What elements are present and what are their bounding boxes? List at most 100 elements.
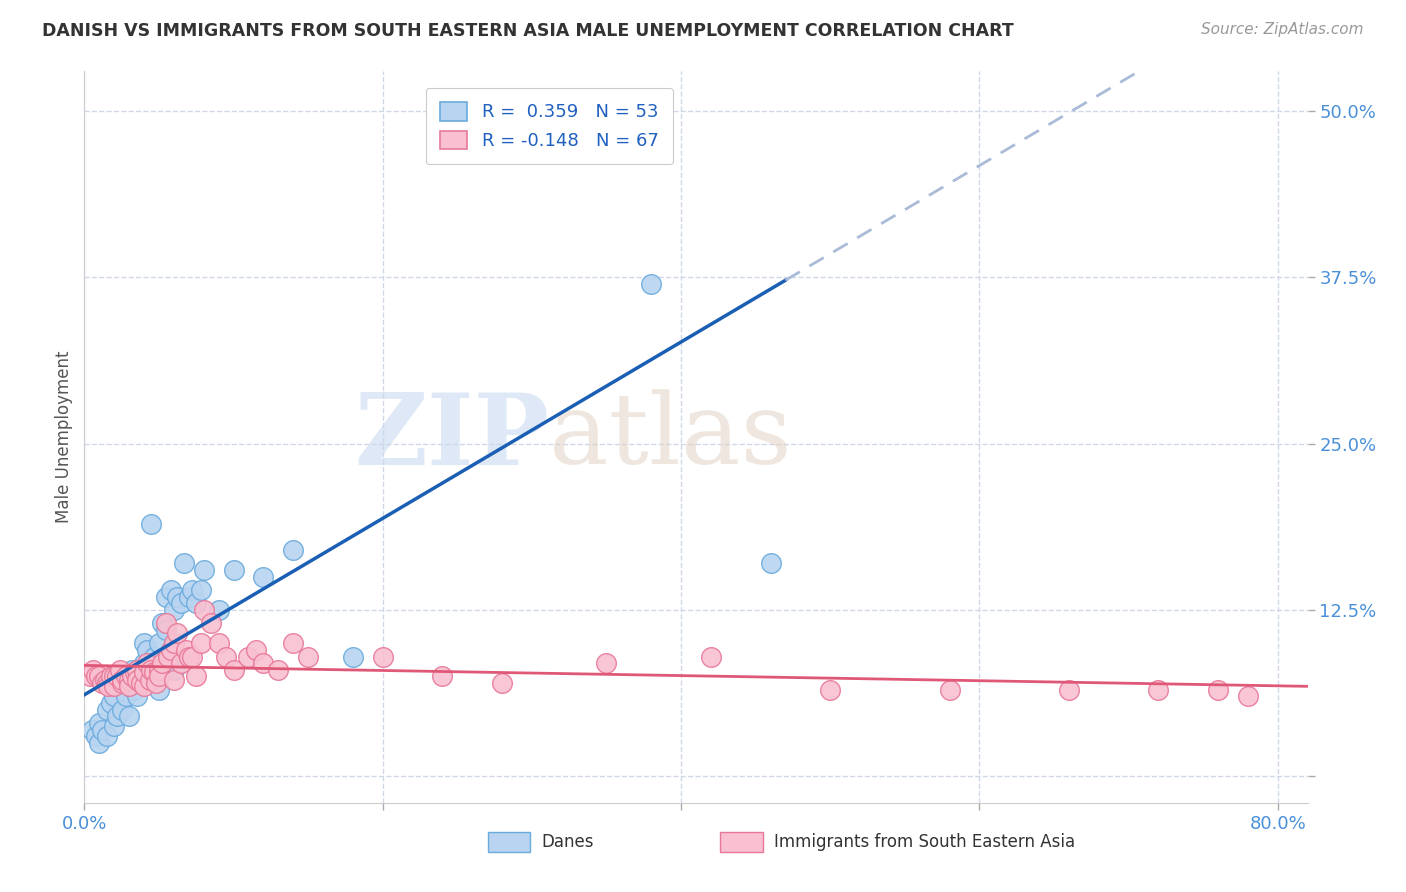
Point bbox=[166, 590, 188, 604]
Point bbox=[1206, 682, 1229, 697]
Point bbox=[371, 649, 394, 664]
Point bbox=[118, 673, 141, 688]
Point bbox=[156, 649, 179, 664]
Point bbox=[84, 729, 107, 743]
Point bbox=[432, 669, 454, 683]
Point bbox=[160, 643, 183, 657]
Point bbox=[100, 696, 122, 710]
Point bbox=[132, 636, 155, 650]
Point bbox=[174, 643, 197, 657]
Point bbox=[155, 623, 177, 637]
Point bbox=[595, 656, 617, 670]
Point bbox=[163, 603, 186, 617]
Point bbox=[252, 656, 274, 670]
Point bbox=[115, 669, 138, 683]
Point bbox=[207, 636, 229, 650]
Point bbox=[148, 669, 170, 683]
Point bbox=[150, 656, 173, 670]
Point bbox=[222, 663, 245, 677]
Point bbox=[103, 669, 125, 683]
Point bbox=[155, 590, 177, 604]
Point bbox=[100, 669, 122, 683]
Point bbox=[180, 582, 202, 597]
Point bbox=[129, 669, 152, 683]
Point bbox=[136, 656, 159, 670]
Point bbox=[143, 665, 166, 680]
Point bbox=[80, 723, 103, 737]
Point bbox=[190, 582, 212, 597]
Point bbox=[96, 729, 118, 743]
Point bbox=[132, 679, 155, 693]
Point bbox=[166, 625, 188, 640]
Point bbox=[124, 665, 146, 680]
Point bbox=[283, 636, 305, 650]
Point bbox=[103, 690, 125, 704]
Point bbox=[1057, 682, 1080, 697]
Point bbox=[432, 104, 454, 119]
Point bbox=[118, 709, 141, 723]
Point bbox=[193, 603, 215, 617]
Text: ZIP: ZIP bbox=[354, 389, 550, 485]
Point bbox=[148, 663, 170, 677]
Point bbox=[173, 557, 195, 571]
Point bbox=[97, 679, 120, 693]
Point bbox=[89, 736, 111, 750]
Point bbox=[938, 682, 960, 697]
Point bbox=[108, 663, 131, 677]
Text: atlas: atlas bbox=[550, 389, 792, 485]
Point bbox=[759, 557, 782, 571]
Point bbox=[139, 673, 162, 688]
Point bbox=[94, 673, 117, 688]
Point bbox=[163, 673, 186, 688]
Point bbox=[163, 663, 186, 677]
Point bbox=[180, 649, 202, 664]
Point bbox=[207, 603, 229, 617]
Point bbox=[190, 636, 212, 650]
Point bbox=[143, 649, 166, 664]
Point bbox=[96, 676, 118, 690]
Point bbox=[91, 723, 114, 737]
Point bbox=[129, 676, 152, 690]
Point bbox=[111, 703, 134, 717]
Point bbox=[132, 656, 155, 670]
Point bbox=[145, 676, 167, 690]
Y-axis label: Male Unemployment: Male Unemployment bbox=[55, 351, 73, 524]
Point bbox=[145, 669, 167, 683]
Point bbox=[125, 673, 148, 688]
Point bbox=[238, 649, 260, 664]
Point bbox=[125, 663, 148, 677]
Point bbox=[1147, 682, 1170, 697]
Point bbox=[155, 616, 177, 631]
Point bbox=[111, 676, 134, 690]
Text: Immigrants from South Eastern Asia: Immigrants from South Eastern Asia bbox=[773, 833, 1076, 851]
Point bbox=[297, 649, 319, 664]
Point bbox=[177, 590, 200, 604]
Point bbox=[125, 690, 148, 704]
Point bbox=[79, 669, 101, 683]
Point bbox=[283, 543, 305, 558]
Point bbox=[141, 663, 163, 677]
Text: Source: ZipAtlas.com: Source: ZipAtlas.com bbox=[1201, 22, 1364, 37]
Point bbox=[136, 643, 159, 657]
Point bbox=[267, 663, 290, 677]
Point bbox=[818, 682, 841, 697]
Point bbox=[91, 676, 114, 690]
Point bbox=[222, 563, 245, 577]
Point bbox=[89, 716, 111, 731]
Text: DANISH VS IMMIGRANTS FROM SOUTH EASTERN ASIA MALE UNEMPLOYMENT CORRELATION CHART: DANISH VS IMMIGRANTS FROM SOUTH EASTERN … bbox=[42, 22, 1014, 40]
Point bbox=[105, 709, 128, 723]
Point bbox=[118, 679, 141, 693]
Point bbox=[103, 679, 125, 693]
Point bbox=[84, 669, 107, 683]
Text: Danes: Danes bbox=[541, 833, 593, 851]
Point bbox=[132, 665, 155, 680]
Point bbox=[491, 676, 513, 690]
Point bbox=[125, 676, 148, 690]
Point bbox=[163, 636, 186, 650]
Point bbox=[111, 676, 134, 690]
Point bbox=[122, 682, 145, 697]
Point bbox=[170, 656, 193, 670]
Point bbox=[111, 673, 134, 688]
Point bbox=[148, 636, 170, 650]
Point bbox=[700, 649, 723, 664]
